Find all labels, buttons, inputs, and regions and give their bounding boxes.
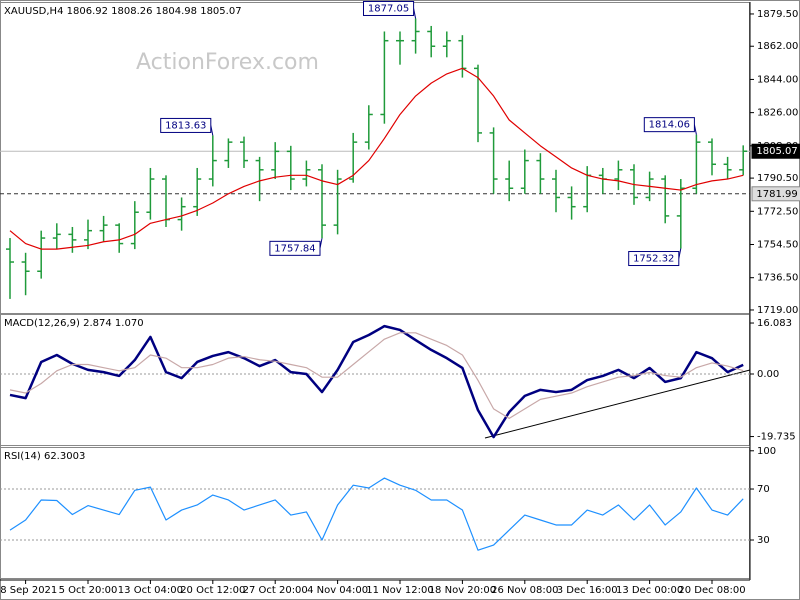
x-tick-label: 20 Oct 12:00 — [180, 585, 245, 596]
y-tick-label: 1719.00 — [757, 305, 798, 316]
annotation-label: 1877.05 — [368, 3, 409, 14]
series-line — [9, 332, 744, 419]
x-tick-label: 20 Dec 08:00 — [678, 585, 745, 596]
y-tick-label: 1736.50 — [757, 273, 798, 284]
x-tick-label: 11 Nov 12:00 — [366, 585, 433, 596]
y-tick-label: 1826.00 — [757, 108, 798, 119]
annotation-label: 1814.06 — [649, 120, 690, 131]
series-line — [9, 324, 744, 439]
trend-line — [484, 369, 751, 439]
series-line — [9, 67, 744, 250]
y-tick-label: 1790.50 — [757, 173, 798, 184]
y-tick-label: 1772.50 — [757, 206, 798, 217]
annotation-label-box — [643, 117, 695, 133]
x-tick-label: 13 Dec 00:00 — [616, 585, 683, 596]
panel-title: XAUUSD,H4 1806.92 1808.26 1804.98 1805.0… — [4, 6, 242, 17]
y-tick-label: 100 — [757, 446, 776, 457]
panel-title: RSI(14) 62.3003 — [4, 451, 85, 462]
annotation-label-box — [269, 240, 321, 256]
panel-title: MACD(12,26,9) 2.874 1.070 — [4, 318, 144, 329]
reference-label: 1781.99 — [756, 189, 797, 200]
annotation-label-box — [628, 251, 680, 267]
series-line — [9, 477, 744, 551]
x-tick-label: 26 Nov 08:00 — [491, 585, 558, 596]
y-tick-label: 16.083 — [757, 318, 792, 329]
y-tick-label: 1862.00 — [757, 41, 798, 52]
y-tick-label: 30 — [757, 535, 770, 546]
reference-label-box — [751, 186, 800, 202]
watermark: ActionForex.com — [136, 50, 319, 75]
x-tick-label: 3 Dec 16:00 — [557, 585, 618, 596]
annotation-label: 1752.32 — [633, 254, 674, 265]
y-tick-label: 1844.00 — [757, 74, 798, 85]
x-tick-label: 27 Oct 20:00 — [243, 585, 308, 596]
annotation-label: 1813.63 — [165, 120, 206, 131]
y-tick-label: 70 — [757, 484, 770, 495]
annotation-label: 1757.84 — [274, 243, 315, 254]
y-tick-label: -19.735 — [757, 432, 796, 443]
y-tick-label: 0.00 — [757, 369, 779, 380]
y-tick-label: 1754.50 — [757, 239, 798, 250]
x-tick-label: 13 Oct 04:00 — [118, 585, 183, 596]
annotation-label-box — [363, 0, 415, 16]
x-tick-label: 28 Sep 2021 — [0, 585, 57, 596]
last-price-label-box — [751, 143, 800, 159]
x-tick-label: 4 Nov 04:00 — [307, 585, 368, 596]
x-tick-label: 5 Oct 20:00 — [59, 585, 118, 596]
x-tick-label: 18 Nov 20:00 — [429, 585, 496, 596]
y-tick-label: 1879.50 — [757, 9, 798, 20]
annotation-label-box — [160, 117, 212, 133]
last-price-label: 1805.07 — [756, 146, 797, 157]
